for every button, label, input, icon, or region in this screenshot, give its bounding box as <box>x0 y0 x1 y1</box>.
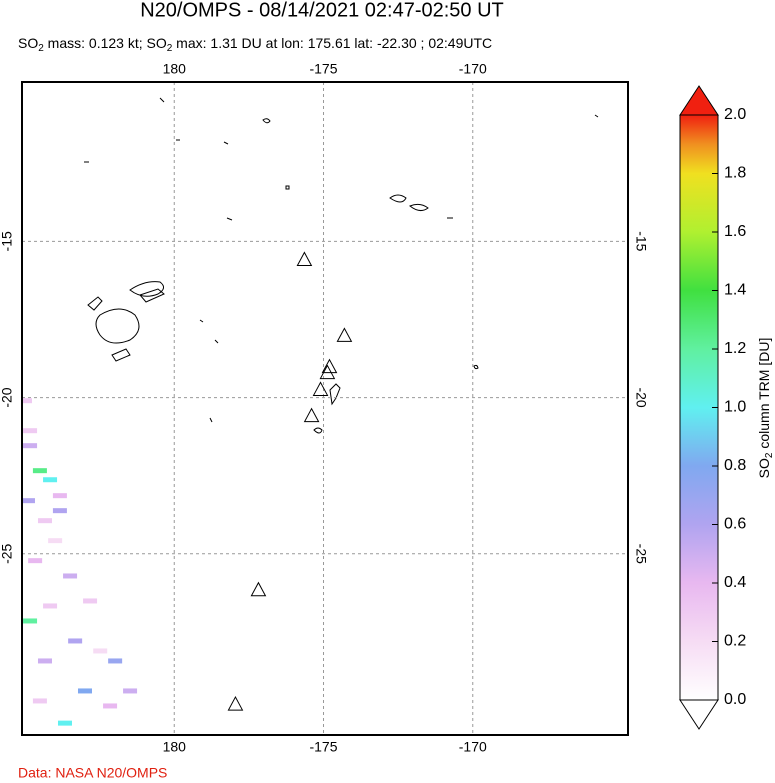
text-part: max: 1.31 DU at lon: 175.61 lat: -22.30 … <box>172 35 492 51</box>
so2-pixel <box>108 658 123 664</box>
so2-pixel <box>43 603 58 609</box>
so2-pixel <box>83 598 98 604</box>
so2-pixel <box>37 658 52 664</box>
text-part: SO <box>18 35 38 51</box>
so2-pixel <box>28 558 43 564</box>
y-tick-label-left: -25 <box>0 543 15 563</box>
colorbar-tick-label: 1.8 <box>724 165 746 182</box>
coastlines <box>84 97 599 434</box>
coastline <box>95 308 140 344</box>
colorbar-tick-label: 0.6 <box>724 516 746 533</box>
colorbar-tick-label: 1.4 <box>724 282 746 299</box>
coastline <box>313 364 479 434</box>
plot-area <box>22 82 628 735</box>
colorbar-tick-label: 0.4 <box>724 574 746 591</box>
so2-pixel <box>103 703 118 709</box>
so2-pixel <box>32 468 47 474</box>
coastline <box>129 281 164 297</box>
y-tick-label-left: -20 <box>0 387 15 407</box>
plot-frame <box>21 81 629 736</box>
volcano <box>321 358 338 374</box>
so2-pixel <box>48 538 63 544</box>
x-tick-label-top: -170 <box>459 61 487 77</box>
volcano <box>303 407 320 423</box>
colorbar-tick-label: 1.2 <box>724 340 746 357</box>
colorbar-under-arrow <box>679 699 719 730</box>
text-part: mass: 0.123 kt; SO <box>44 35 167 51</box>
coastline <box>84 118 290 221</box>
text-part: column TRM [DU] <box>756 338 772 453</box>
x-tick-label-bottom: -175 <box>309 739 337 755</box>
so2-pixel <box>52 493 67 499</box>
y-tick-label-left: -15 <box>0 231 15 251</box>
so2-pixel <box>52 508 67 514</box>
volcano <box>227 696 244 711</box>
x-tick-label-bottom: 180 <box>163 739 187 755</box>
so2-pixel <box>123 688 138 694</box>
coastline <box>159 97 599 423</box>
coastline <box>87 288 165 362</box>
volcano <box>312 381 329 396</box>
volcano <box>319 364 336 380</box>
colorbar-tick-label: 2.0 <box>724 106 746 123</box>
so2-pixel <box>22 498 35 504</box>
subscript: 2 <box>764 452 775 458</box>
y-tick-label-right: -15 <box>633 231 649 251</box>
so2-pixel <box>37 518 52 524</box>
so2-pixel <box>23 428 38 434</box>
subtitle: SO2 mass: 0.123 kt; SO2 max: 1.31 DU at … <box>18 35 492 54</box>
coastline <box>389 194 429 212</box>
so2-pixel <box>57 720 72 726</box>
volcano <box>250 581 267 597</box>
footer: Data: NASA N20/OMPS <box>18 765 167 781</box>
so2-pixel <box>63 573 78 579</box>
colorbar-over-arrow <box>679 85 719 116</box>
colorbar-label: SO2 column TRM [DU] <box>756 338 775 479</box>
so2-pixel <box>22 398 32 404</box>
so2-pixel <box>93 648 108 654</box>
so2-pixel <box>43 477 58 483</box>
so2-pixel <box>23 618 38 624</box>
so2-pixel <box>77 688 92 694</box>
title: N20/OMPS - 08/14/2021 02:47-02:50 UT <box>140 0 504 21</box>
colorbar-tick-label: 1.0 <box>724 399 746 416</box>
colorbar-tick-label: 0.2 <box>724 633 746 650</box>
x-tick-label-top: 180 <box>163 61 187 77</box>
colorbar-tick-label: 0.0 <box>724 691 746 708</box>
colorbar-tick-label: 0.8 <box>724 457 746 474</box>
x-tick-label-top: -175 <box>309 61 337 77</box>
so2-pixel <box>23 443 38 449</box>
so2-pixel <box>32 698 47 704</box>
x-tick-label-bottom: -170 <box>459 739 487 755</box>
subscript: 2 <box>167 43 173 54</box>
colorbar-tick-label: 1.6 <box>724 223 746 240</box>
subscript: 2 <box>38 43 44 54</box>
volcano <box>296 251 313 266</box>
y-tick-label-right: -25 <box>633 544 649 564</box>
text-part: SO <box>756 458 772 478</box>
y-tick-label-right: -20 <box>633 387 649 407</box>
volcano <box>336 327 353 342</box>
so2-pixel <box>68 638 83 644</box>
